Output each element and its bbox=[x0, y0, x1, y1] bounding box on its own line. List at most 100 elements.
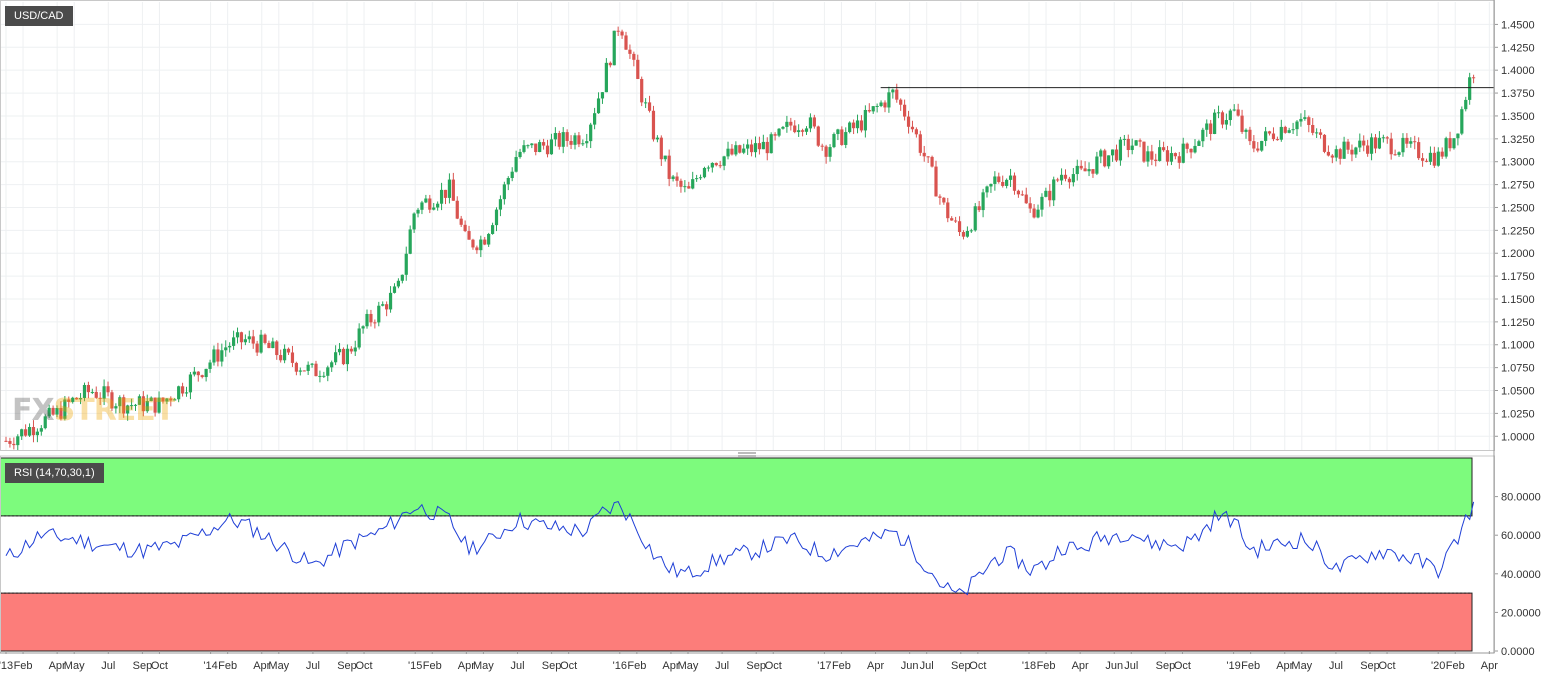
candle-body bbox=[216, 349, 220, 362]
candle-body bbox=[863, 109, 867, 131]
watermark-fx: FX bbox=[12, 393, 55, 428]
candle-body bbox=[1130, 145, 1134, 151]
candle-body bbox=[820, 145, 824, 147]
candle-body bbox=[738, 145, 742, 153]
candle-body bbox=[467, 231, 471, 240]
candle-body bbox=[1428, 152, 1433, 162]
candle-body bbox=[1173, 153, 1177, 157]
candle-body bbox=[1346, 141, 1350, 150]
candle-body bbox=[1420, 158, 1425, 161]
candle-body bbox=[1044, 190, 1048, 197]
candle-body bbox=[235, 332, 240, 338]
candle-body bbox=[765, 141, 769, 154]
candle-body bbox=[1381, 137, 1385, 139]
time-tick-label: Sep bbox=[133, 660, 153, 672]
candle-body bbox=[20, 429, 24, 437]
candle-body bbox=[337, 348, 342, 353]
candle-body bbox=[1417, 142, 1421, 159]
time-tick-label: May bbox=[268, 660, 289, 672]
candle-body bbox=[828, 147, 832, 157]
time-tick-label: Jul bbox=[920, 660, 934, 672]
rsi-indicator-label[interactable]: RSI (14,70,30,1) bbox=[5, 463, 104, 483]
price-tick-label: 1.0500 bbox=[1501, 386, 1535, 398]
candle-body bbox=[118, 397, 122, 407]
candle-body bbox=[255, 343, 259, 353]
candle-body bbox=[439, 189, 444, 204]
rsi-oversold-zone bbox=[0, 592, 1473, 652]
candle-body bbox=[275, 341, 279, 356]
candle-body bbox=[1181, 143, 1185, 163]
candle-body bbox=[1012, 175, 1017, 191]
candle-body bbox=[165, 398, 169, 402]
time-tick-label: Oct bbox=[355, 660, 372, 672]
candle-body bbox=[353, 347, 357, 352]
candle-body bbox=[651, 110, 656, 140]
price-tick-label: 1.2500 bbox=[1501, 202, 1535, 214]
candle-body bbox=[1087, 169, 1091, 172]
candle-body bbox=[381, 304, 385, 306]
candle-body bbox=[432, 207, 436, 210]
candle-body bbox=[1424, 160, 1429, 162]
candle-body bbox=[950, 218, 954, 221]
candle-body bbox=[24, 429, 28, 436]
candle-body bbox=[969, 230, 973, 232]
candle-body bbox=[39, 428, 43, 432]
candle-body bbox=[1240, 115, 1244, 132]
candle-body bbox=[1083, 168, 1087, 172]
candle-body bbox=[985, 186, 989, 193]
candle-body bbox=[169, 398, 173, 401]
candle-body bbox=[557, 133, 561, 147]
candle-body bbox=[722, 156, 726, 166]
candle-body bbox=[102, 386, 106, 399]
candle-body bbox=[1091, 169, 1095, 174]
candle-body bbox=[271, 341, 275, 349]
price-tick-label: 1.2250 bbox=[1501, 225, 1535, 237]
candle-body bbox=[416, 209, 420, 214]
rsi-overbought-zone bbox=[0, 457, 1473, 517]
rsi-y-axis: 0.0000 20.0000 40.0000 60.0000 80.0000 bbox=[1494, 492, 1541, 658]
time-tick-label: Feb bbox=[627, 660, 646, 672]
candle-body bbox=[1095, 156, 1099, 174]
candle-body bbox=[408, 229, 412, 254]
candle-body bbox=[777, 128, 781, 136]
candle-body bbox=[498, 199, 503, 210]
candle-body bbox=[487, 233, 491, 245]
time-tick-label: Jul bbox=[101, 660, 115, 672]
candle-body bbox=[518, 151, 522, 158]
candle-body bbox=[1397, 152, 1401, 155]
candle-body bbox=[965, 230, 969, 237]
candle-body bbox=[875, 105, 879, 107]
candle-body bbox=[200, 375, 204, 378]
candle-body bbox=[204, 368, 208, 378]
symbol-label[interactable]: USD/CAD bbox=[5, 6, 73, 26]
candle-body bbox=[1401, 137, 1405, 153]
candle-body bbox=[490, 225, 495, 234]
time-tick-label: '13 bbox=[0, 660, 13, 672]
candle-body bbox=[1362, 140, 1366, 146]
candle-body bbox=[1389, 138, 1393, 155]
candle-body bbox=[541, 142, 546, 146]
candle-body bbox=[220, 350, 224, 362]
candle-body bbox=[153, 397, 157, 413]
candle-body bbox=[149, 397, 153, 402]
candle-body bbox=[302, 370, 306, 372]
price-tick-label: 1.4000 bbox=[1501, 65, 1535, 77]
candle-body bbox=[494, 209, 499, 226]
time-tick-label: Apr bbox=[1276, 660, 1293, 672]
candle-body bbox=[844, 132, 848, 145]
candle-body bbox=[1028, 203, 1032, 209]
price-y-axis: 1.0000 1.0250 1.0500 1.0750 1.1000 1.1250 1.15… bbox=[1494, 19, 1535, 443]
time-tick-label: '19 bbox=[1226, 660, 1240, 672]
candle-body bbox=[1059, 174, 1064, 181]
candle-body bbox=[1334, 149, 1338, 158]
candle-body bbox=[957, 221, 962, 233]
candle-body bbox=[742, 148, 746, 153]
candle-body bbox=[628, 49, 632, 54]
candle-body bbox=[1048, 190, 1052, 201]
candle-body bbox=[173, 399, 177, 401]
time-tick-label: Oct bbox=[765, 660, 782, 672]
candle-body bbox=[1373, 137, 1378, 149]
candle-body bbox=[1322, 134, 1327, 152]
rsi-tick-label: 0.0000 bbox=[1501, 646, 1535, 658]
candle-body bbox=[78, 398, 83, 400]
